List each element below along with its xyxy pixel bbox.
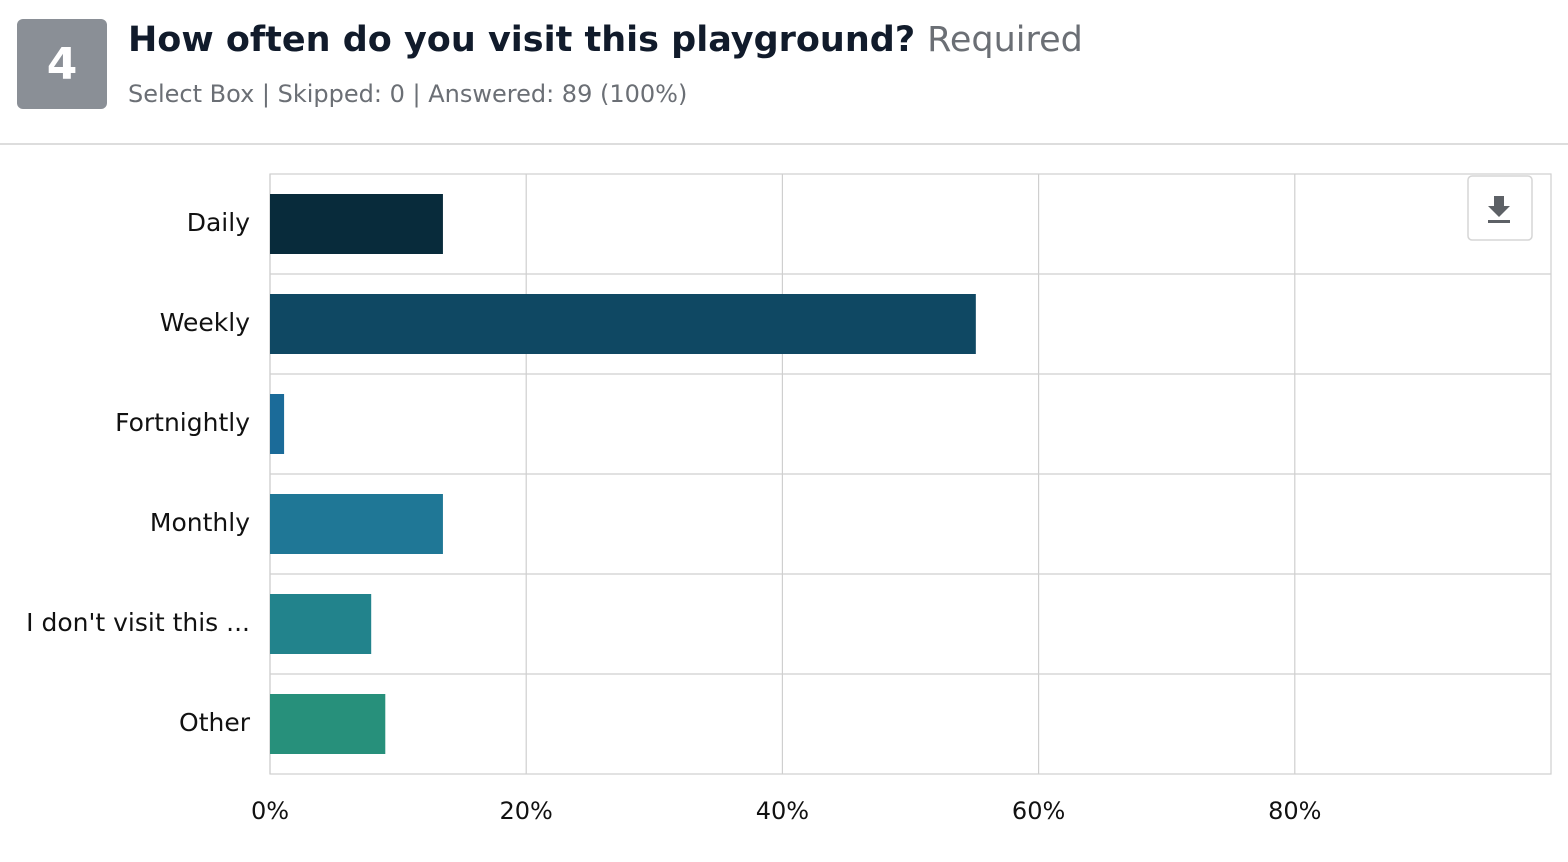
- download-icon[interactable]: [1488, 196, 1510, 217]
- x-tick-label: 0%: [251, 797, 289, 825]
- bar: [270, 394, 285, 454]
- x-tick-label: 60%: [1012, 797, 1065, 825]
- bar: [270, 594, 372, 654]
- bar: [270, 194, 443, 254]
- bar: [270, 694, 386, 754]
- x-tick-label: 20%: [500, 797, 553, 825]
- y-tick-label: Weekly: [160, 308, 250, 337]
- download-button[interactable]: [1467, 175, 1533, 241]
- y-tick-label: Daily: [187, 208, 250, 237]
- question-heading: How often do you visit this playground? R…: [128, 20, 1083, 60]
- question-badge: [17, 19, 107, 109]
- y-tick-label: Fortnightly: [115, 408, 250, 437]
- y-tick-label: Other: [179, 708, 251, 737]
- required-label: Required: [927, 20, 1083, 60]
- question-subtitle: Select Box | Skipped: 0 | Answered: 89 (…: [128, 80, 687, 108]
- y-tick-label: Monthly: [150, 508, 250, 537]
- x-tick-label: 40%: [756, 797, 809, 825]
- question-number: 4: [47, 39, 78, 90]
- download-icon-base[interactable]: [1488, 220, 1510, 223]
- y-tick-label: I don't visit this ...: [26, 608, 250, 637]
- bar: [270, 294, 976, 354]
- x-tick-label: 80%: [1268, 797, 1321, 825]
- bar: [270, 494, 443, 554]
- question-title: How often do you visit this playground?: [128, 20, 915, 60]
